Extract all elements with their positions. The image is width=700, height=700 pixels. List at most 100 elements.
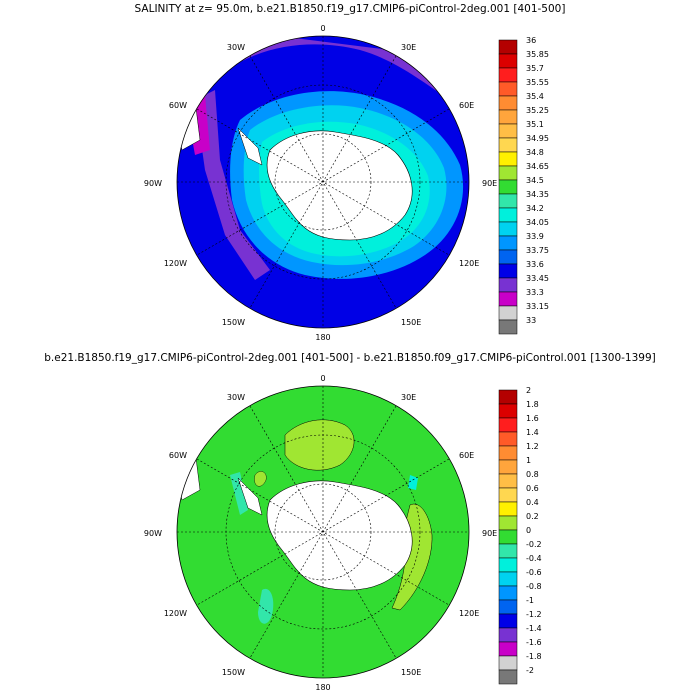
cbar1-label-10: 34.5 bbox=[526, 176, 544, 185]
cbar1-swatch-20 bbox=[498, 319, 518, 335]
cbar2-swatch-11 bbox=[498, 543, 518, 559]
label-120w: 120W bbox=[164, 259, 187, 268]
cbar2-label-20: -2 bbox=[526, 666, 534, 675]
map-boundary bbox=[176, 35, 470, 329]
panel-2-title: b.e21.B1850.f19_g17.CMIP6-piControl-2deg… bbox=[44, 352, 656, 364]
cbar1-label-6: 35.1 bbox=[526, 120, 544, 129]
difference-region-positive-north bbox=[284, 419, 355, 471]
cbar2-label-17: -1.4 bbox=[526, 624, 542, 633]
cbar2-swatch-10 bbox=[498, 529, 518, 545]
label-90w: 90W bbox=[144, 179, 162, 188]
cbar2-swatch-17 bbox=[498, 627, 518, 643]
cbar1-label-18: 33.3 bbox=[526, 288, 544, 297]
cbar2-swatch-15 bbox=[498, 599, 518, 615]
cbar2-swatch-20 bbox=[498, 669, 518, 685]
panel-1-polar-map: 0 180 90W 90E 30W 60W 120W 150W 30E 60E … bbox=[144, 24, 549, 342]
label-120w-2: 120W bbox=[164, 609, 187, 618]
cbar2-label-18: -1.6 bbox=[526, 638, 542, 647]
cbar2-swatch-7 bbox=[498, 487, 518, 503]
cbar2-swatch-5 bbox=[498, 459, 518, 475]
cbar1-swatch-6 bbox=[498, 123, 518, 139]
cbar2-label-2: 1.6 bbox=[526, 414, 539, 423]
cbar1-swatch-1 bbox=[498, 53, 518, 69]
cbar1-swatch-5 bbox=[498, 109, 518, 125]
cbar1-label-8: 34.8 bbox=[526, 148, 544, 157]
label-180-2: 180 bbox=[315, 683, 330, 692]
cbar2-swatch-4 bbox=[498, 445, 518, 461]
cbar1-swatch-10 bbox=[498, 179, 518, 195]
cbar1-label-20: 33 bbox=[526, 316, 536, 325]
antarctica-landmass-2 bbox=[266, 480, 413, 591]
cbar2-label-13: -0.6 bbox=[526, 568, 542, 577]
label-120e: 120E bbox=[459, 259, 479, 268]
label-150e-2: 150E bbox=[401, 668, 421, 677]
difference-region-negative-west bbox=[258, 588, 274, 624]
cbar2-swatch-2 bbox=[498, 417, 518, 433]
label-120e-2: 120E bbox=[459, 609, 479, 618]
cbar2-label-12: -0.4 bbox=[526, 554, 542, 563]
difference-region-negative-east bbox=[408, 475, 418, 490]
panel-1-title: SALINITY at z= 95.0m, b.e21.B1850.f19_g1… bbox=[134, 3, 566, 15]
label-30w: 30W bbox=[227, 43, 245, 52]
cbar1-swatch-12 bbox=[498, 207, 518, 223]
cbar1-swatch-18 bbox=[498, 291, 518, 307]
cbar1-label-2: 35.7 bbox=[526, 64, 544, 73]
cbar2-label-6: 0.8 bbox=[526, 470, 539, 479]
label-30w-2: 30W bbox=[227, 393, 245, 402]
cbar2-label-19: -1.8 bbox=[526, 652, 542, 661]
label-30e: 30E bbox=[401, 43, 416, 52]
antarctic-peninsula bbox=[237, 127, 263, 166]
cbar2-label-15: -1 bbox=[526, 596, 534, 605]
label-90e-2: 90E bbox=[482, 529, 497, 538]
label-90w-2: 90W bbox=[144, 529, 162, 538]
label-0: 0 bbox=[320, 24, 325, 33]
cbar1-label-19: 33.15 bbox=[526, 302, 549, 311]
cbar1-label-14: 33.9 bbox=[526, 232, 544, 241]
panel-2-colorbar: 2 1.8 1.6 1.4 1.2 1 0.8 0.6 0.4 0.2 0 -0.2 -0.4 -0.6 -… bbox=[498, 386, 542, 685]
cbar1-swatch-8 bbox=[498, 151, 518, 167]
cbar1-label-5: 35.25 bbox=[526, 106, 549, 115]
cbar1-swatch-2 bbox=[498, 67, 518, 83]
cbar2-swatch-19 bbox=[498, 655, 518, 671]
cbar2-label-3: 1.4 bbox=[526, 428, 539, 437]
cbar1-swatch-11 bbox=[498, 193, 518, 209]
cbar1-label-9: 34.65 bbox=[526, 162, 549, 171]
antarctic-peninsula-2 bbox=[237, 477, 263, 516]
cbar1-label-12: 34.2 bbox=[526, 204, 544, 213]
cbar2-label-14: -0.8 bbox=[526, 582, 542, 591]
label-60e: 60E bbox=[459, 101, 474, 110]
cbar1-label-16: 33.6 bbox=[526, 260, 544, 269]
label-90e: 90E bbox=[482, 179, 497, 188]
cbar1-swatch-0 bbox=[498, 39, 518, 55]
cbar1-label-3: 35.55 bbox=[526, 78, 549, 87]
cbar2-swatch-0 bbox=[498, 389, 518, 405]
panel-1-colorbar: 36 35.85 35.7 35.55 35.4 35.25 35.1 34.95 34.8 34… bbox=[498, 36, 549, 335]
label-60e-2: 60E bbox=[459, 451, 474, 460]
cbar1-swatch-9 bbox=[498, 165, 518, 181]
cbar1-swatch-15 bbox=[498, 249, 518, 265]
cbar1-label-4: 35.4 bbox=[526, 92, 544, 101]
cbar1-swatch-13 bbox=[498, 221, 518, 237]
label-150w: 150W bbox=[222, 318, 245, 327]
label-0-2: 0 bbox=[320, 374, 325, 383]
cbar2-label-8: 0.4 bbox=[526, 498, 539, 507]
cbar1-label-17: 33.45 bbox=[526, 274, 549, 283]
cbar2-swatch-13 bbox=[498, 571, 518, 587]
cbar2-label-4: 1.2 bbox=[526, 442, 539, 451]
cbar1-swatch-16 bbox=[498, 263, 518, 279]
label-180: 180 bbox=[315, 333, 330, 342]
cbar1-swatch-4 bbox=[498, 95, 518, 111]
cbar1-label-0: 36 bbox=[526, 36, 536, 45]
cbar1-swatch-19 bbox=[498, 305, 518, 321]
cbar1-swatch-17 bbox=[498, 277, 518, 293]
cbar2-swatch-8 bbox=[498, 501, 518, 517]
label-60w: 60W bbox=[169, 101, 187, 110]
cbar2-swatch-12 bbox=[498, 557, 518, 573]
antarctica-landmass bbox=[266, 130, 413, 241]
cbar1-swatch-3 bbox=[498, 81, 518, 97]
cbar2-swatch-16 bbox=[498, 613, 518, 629]
cbar2-swatch-9 bbox=[498, 515, 518, 531]
cbar2-label-7: 0.6 bbox=[526, 484, 539, 493]
cbar2-swatch-14 bbox=[498, 585, 518, 601]
